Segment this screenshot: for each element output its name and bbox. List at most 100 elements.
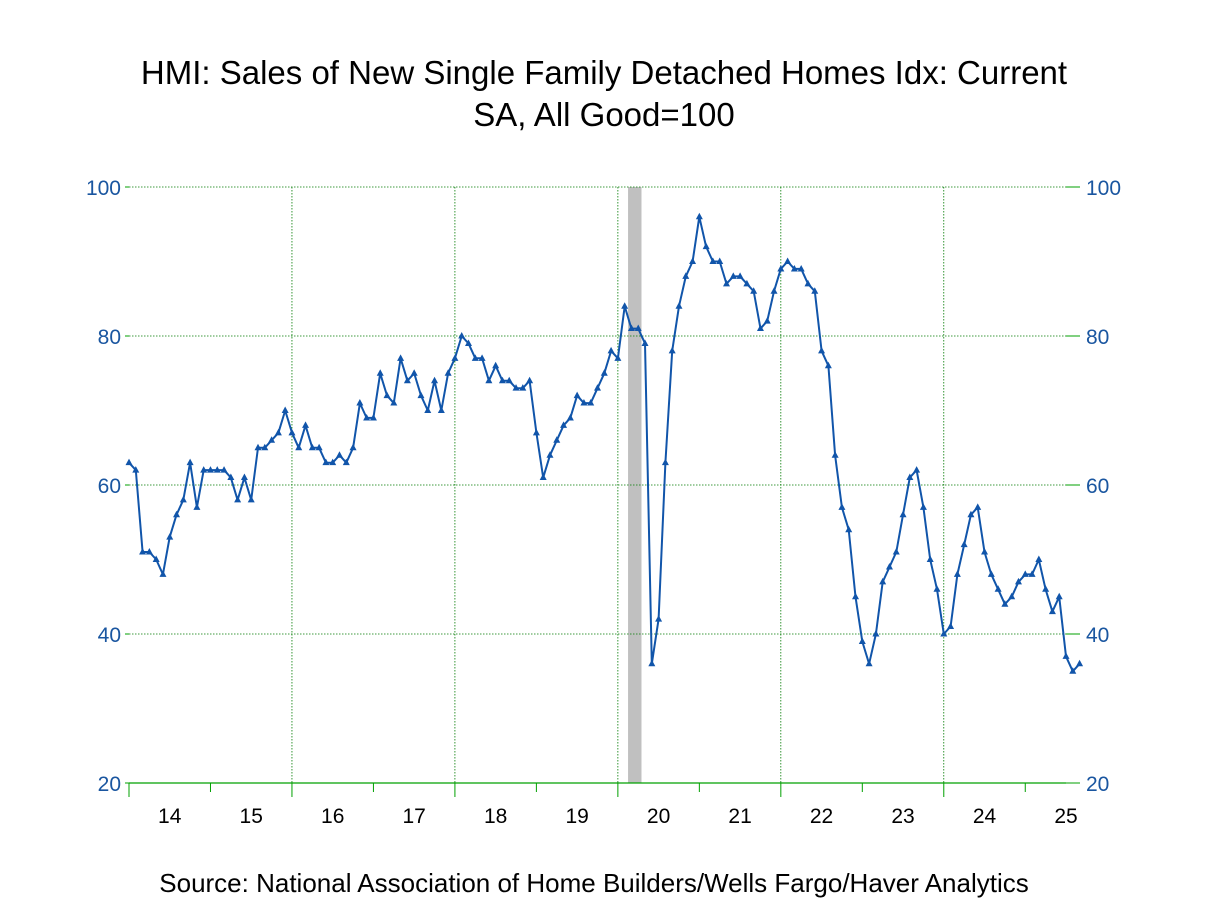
data-point-56 (505, 376, 513, 384)
data-point-60 (532, 428, 540, 436)
data-point-33 (349, 443, 357, 451)
data-point-40 (397, 354, 405, 361)
data-point-17 (240, 473, 248, 481)
tick-labels: 20 20 40 40 60 60 80 80 100 100 14 15 16 17 18 19 20 21 22… (86, 177, 1121, 828)
data-point-121 (947, 622, 955, 630)
data-point-88 (723, 279, 731, 287)
data-point-41 (403, 376, 411, 384)
data-point-0 (125, 458, 133, 466)
data-point-66 (573, 391, 581, 399)
x-tick-label-14: 14 (158, 805, 182, 828)
data-point-24 (288, 428, 296, 436)
data-point-30 (329, 458, 337, 466)
data-point-128 (994, 585, 1002, 592)
data-point-70 (600, 369, 608, 376)
data-point-13 (213, 466, 221, 473)
data-point-114 (899, 510, 907, 518)
data-point-12 (206, 466, 214, 473)
data-point-86 (709, 257, 717, 264)
data-point-5 (159, 570, 167, 577)
data-point-138 (1062, 652, 1070, 659)
x-tick-label-21: 21 (728, 805, 751, 828)
data-point-120 (940, 630, 948, 637)
data-point-85 (702, 242, 710, 250)
data-point-97 (784, 257, 792, 264)
data-point-105 (838, 503, 846, 510)
data-point-65 (566, 413, 574, 421)
data-point-126 (981, 548, 989, 555)
data-point-69 (594, 384, 601, 391)
y-tick-label-left-60: 60 (98, 475, 121, 498)
x-tick-label-25: 25 (1054, 805, 1077, 828)
data-point-54 (492, 361, 500, 369)
data-point-15 (227, 473, 235, 481)
data-point-83 (689, 257, 697, 264)
y-tick-label-right-20: 20 (1086, 773, 1109, 796)
data-point-92 (750, 287, 758, 294)
x-tick-label-17: 17 (402, 805, 425, 828)
data-point-32 (342, 458, 350, 466)
data-point-82 (682, 272, 690, 279)
data-point-31 (335, 451, 343, 458)
chart-title-line-1: HMI: Sales of New Single Family Detached… (140, 54, 1068, 91)
data-point-96 (777, 264, 785, 272)
data-point-11 (200, 466, 208, 473)
data-point-9 (186, 458, 194, 466)
series-line (128, 215, 1081, 673)
data-point-95 (770, 287, 778, 294)
data-point-91 (743, 279, 751, 287)
axes (125, 186, 1080, 797)
data-point-46 (437, 406, 445, 413)
data-point-79 (661, 458, 669, 466)
y-tick-label-right-80: 80 (1086, 326, 1109, 349)
data-point-74 (627, 324, 635, 332)
data-point-72 (614, 354, 622, 361)
data-series (125, 212, 1084, 674)
data-point-81 (675, 302, 683, 309)
data-point-45 (431, 376, 439, 384)
data-point-37 (376, 369, 384, 376)
data-point-59 (526, 376, 534, 384)
x-tick-label-24: 24 (973, 805, 997, 828)
data-point-132 (1021, 570, 1029, 577)
data-point-127 (987, 570, 995, 577)
y-tick-label-left-100: 100 (86, 177, 121, 200)
x-tick-label-23: 23 (891, 805, 914, 828)
data-point-93 (756, 324, 764, 332)
data-point-67 (580, 399, 588, 406)
data-point-71 (607, 346, 615, 354)
data-point-84 (695, 212, 703, 220)
data-point-104 (831, 451, 839, 458)
data-point-103 (824, 361, 832, 369)
data-point-48 (451, 354, 459, 361)
data-point-135 (1042, 585, 1050, 592)
data-point-140 (1076, 659, 1084, 667)
data-point-108 (858, 637, 866, 644)
data-point-122 (953, 570, 961, 577)
data-point-55 (498, 376, 506, 384)
x-tick-label-19: 19 (565, 805, 588, 828)
y-tick-label-left-40: 40 (98, 624, 121, 647)
data-point-21 (268, 436, 276, 443)
data-point-129 (1001, 600, 1009, 607)
data-point-75 (634, 324, 642, 332)
data-point-130 (1008, 592, 1016, 600)
source-note: Source: National Association of Home Bui… (159, 868, 1029, 898)
data-point-64 (560, 421, 568, 428)
data-point-58 (519, 384, 527, 391)
data-point-102 (818, 346, 826, 354)
data-point-110 (872, 630, 880, 637)
x-tick-label-22: 22 (810, 805, 833, 828)
data-point-19 (254, 443, 262, 451)
data-point-80 (668, 346, 676, 354)
data-point-8 (179, 495, 187, 503)
data-point-125 (974, 503, 982, 510)
data-point-2 (139, 548, 147, 555)
x-tick-label-20: 20 (647, 805, 670, 828)
data-point-20 (261, 443, 269, 451)
data-point-27 (308, 443, 316, 451)
data-point-139 (1069, 667, 1077, 674)
data-point-10 (193, 503, 201, 510)
data-point-1 (132, 466, 140, 473)
